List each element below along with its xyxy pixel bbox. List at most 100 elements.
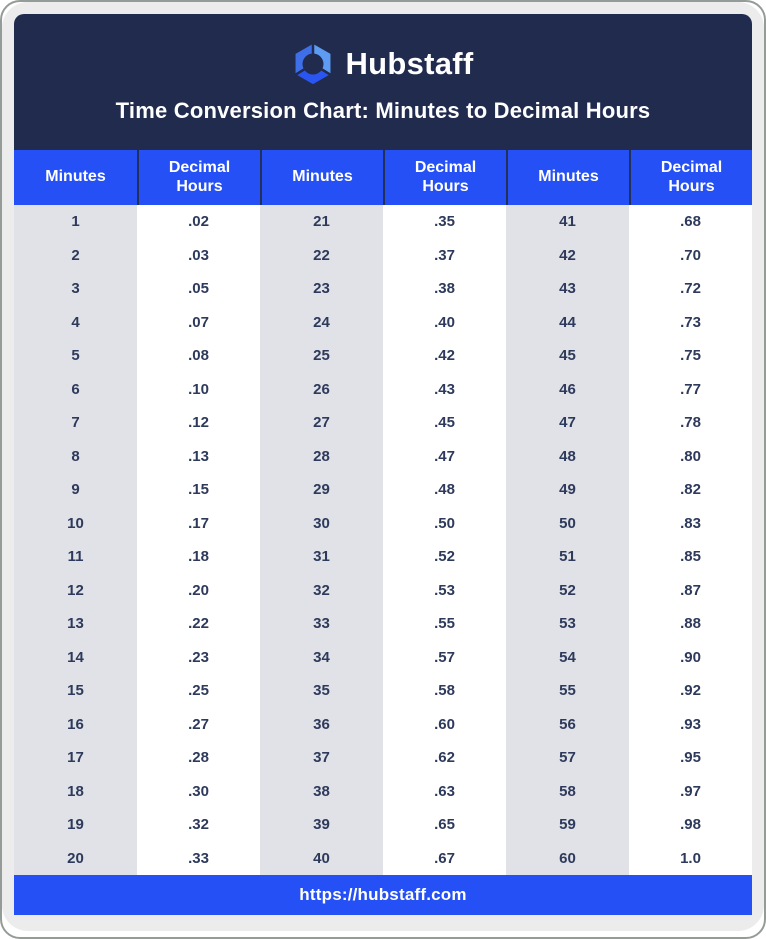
decimal-hours-cell: .67: [383, 841, 506, 875]
table-row: 18.30 38.63 58.97: [14, 774, 752, 808]
decimal-hours-cell: .93: [629, 707, 752, 741]
minutes-cell: 52: [506, 573, 629, 607]
decimal-hours-cell: .82: [629, 473, 752, 507]
decimal-hours-cell: .35: [383, 205, 506, 239]
hero-header: Hubstaff Time Conversion Chart: Minutes …: [14, 14, 752, 150]
hubstaff-logo-icon: [292, 42, 334, 85]
minutes-cell: 18: [14, 774, 137, 808]
decimal-hours-cell: .55: [383, 607, 506, 641]
decimal-hours-cell: .50: [383, 506, 506, 540]
minutes-cell: 4: [14, 305, 137, 339]
table-row: 16.27 36.60 56.93: [14, 707, 752, 741]
minutes-cell: 27: [260, 406, 383, 440]
minutes-cell: 55: [506, 674, 629, 708]
minutes-cell: 28: [260, 439, 383, 473]
table-row: 1.02 21.35 41.68: [14, 205, 752, 239]
decimal-hours-cell: .57: [383, 640, 506, 674]
column-header-minutes: Minutes: [260, 150, 383, 205]
minutes-cell: 14: [14, 640, 137, 674]
minutes-cell: 22: [260, 238, 383, 272]
table-row: 19.32 39.65 59.98: [14, 808, 752, 842]
table-row: 10.17 30.50 50.83: [14, 506, 752, 540]
minutes-cell: 54: [506, 640, 629, 674]
decimal-hours-cell: .33: [137, 841, 260, 875]
table-row: 4.07 24.40 44.73: [14, 305, 752, 339]
decimal-hours-cell: .90: [629, 640, 752, 674]
decimal-hours-cell: .13: [137, 439, 260, 473]
minutes-cell: 7: [14, 406, 137, 440]
decimal-hours-cell: .22: [137, 607, 260, 641]
decimal-hours-cell: .30: [137, 774, 260, 808]
decimal-hours-cell: .25: [137, 674, 260, 708]
decimal-hours-cell: .45: [383, 406, 506, 440]
decimal-hours-cell: .03: [137, 238, 260, 272]
column-header-minutes: Minutes: [45, 168, 106, 186]
decimal-hours-cell: .88: [629, 607, 752, 641]
table-row: 20.33 40.67 60 1.0: [14, 841, 752, 875]
footer-url-link[interactable]: https://hubstaff.com: [299, 885, 467, 904]
decimal-hours-cell: .63: [383, 774, 506, 808]
decimal-hours-cell: .02: [137, 205, 260, 239]
minutes-cell: 17: [14, 741, 137, 775]
minutes-cell: 19: [14, 808, 137, 842]
minutes-cell: 23: [260, 272, 383, 306]
decimal-hours-cell: .58: [383, 674, 506, 708]
table-row: 15.25 35.58 55.92: [14, 674, 752, 708]
minutes-cell: 32: [260, 573, 383, 607]
minutes-cell: 45: [506, 339, 629, 373]
decimal-hours-cell: .27: [137, 707, 260, 741]
minutes-cell: 30: [260, 506, 383, 540]
column-header-minutes: Minutes: [506, 150, 629, 205]
minutes-cell: 9: [14, 473, 137, 507]
minutes-cell: 15: [14, 674, 137, 708]
decimal-hours-cell: .78: [629, 406, 752, 440]
minutes-cell: 56: [506, 707, 629, 741]
decimal-hours-cell: 1.0: [629, 841, 752, 875]
decimal-hours-cell: .08: [137, 339, 260, 373]
table-row: 5.08 25.42 45.75: [14, 339, 752, 373]
minutes-cell: 39: [260, 808, 383, 842]
minutes-cell: 43: [506, 272, 629, 306]
table-row: 7.12 27.45 47.78: [14, 406, 752, 440]
minutes-cell: 37: [260, 741, 383, 775]
decimal-hours-cell: .68: [629, 205, 752, 239]
footer-url-bar: https://hubstaff.com: [14, 875, 752, 915]
minutes-cell: 5: [14, 339, 137, 373]
table-row: 2.03 22.37 42.70: [14, 238, 752, 272]
minutes-cell: 40: [260, 841, 383, 875]
decimal-hours-cell: .98: [629, 808, 752, 842]
minutes-cell: 47: [506, 406, 629, 440]
decimal-hours-cell: .77: [629, 372, 752, 406]
minutes-cell: 41: [506, 205, 629, 239]
decimal-hours-cell: .70: [629, 238, 752, 272]
decimal-hours-cell: .80: [629, 439, 752, 473]
minutes-cell: 26: [260, 372, 383, 406]
decimal-hours-cell: .85: [629, 540, 752, 574]
minutes-cell: 21: [260, 205, 383, 239]
minutes-cell: 8: [14, 439, 137, 473]
table-header-row: Minutes Decimal Hours Minutes Decimal Ho…: [14, 150, 752, 205]
minutes-cell: 49: [506, 473, 629, 507]
minutes-cell: 6: [14, 372, 137, 406]
decimal-hours-cell: .60: [383, 707, 506, 741]
decimal-hours-cell: .72: [629, 272, 752, 306]
minutes-cell: 31: [260, 540, 383, 574]
minutes-cell: 20: [14, 841, 137, 875]
minutes-cell: 36: [260, 707, 383, 741]
decimal-hours-cell: .87: [629, 573, 752, 607]
decimal-hours-cell: .07: [137, 305, 260, 339]
decimal-hours-cell: .12: [137, 406, 260, 440]
decimal-hours-cell: .23: [137, 640, 260, 674]
table-row: 3.05 23.38 43.72: [14, 272, 752, 306]
decimal-hours-cell: .28: [137, 741, 260, 775]
column-header-decimal-hours: Decimal Hours: [137, 150, 260, 205]
column-header-decimal-hours: Decimal Hours: [383, 150, 506, 205]
decimal-hours-cell: .73: [629, 305, 752, 339]
minutes-cell: 50: [506, 506, 629, 540]
minutes-cell: 53: [506, 607, 629, 641]
decimal-hours-cell: .32: [137, 808, 260, 842]
minutes-cell: 3: [14, 272, 137, 306]
table-row: 12.20 32.53 52.87: [14, 573, 752, 607]
minutes-cell: 58: [506, 774, 629, 808]
decimal-hours-cell: .05: [137, 272, 260, 306]
